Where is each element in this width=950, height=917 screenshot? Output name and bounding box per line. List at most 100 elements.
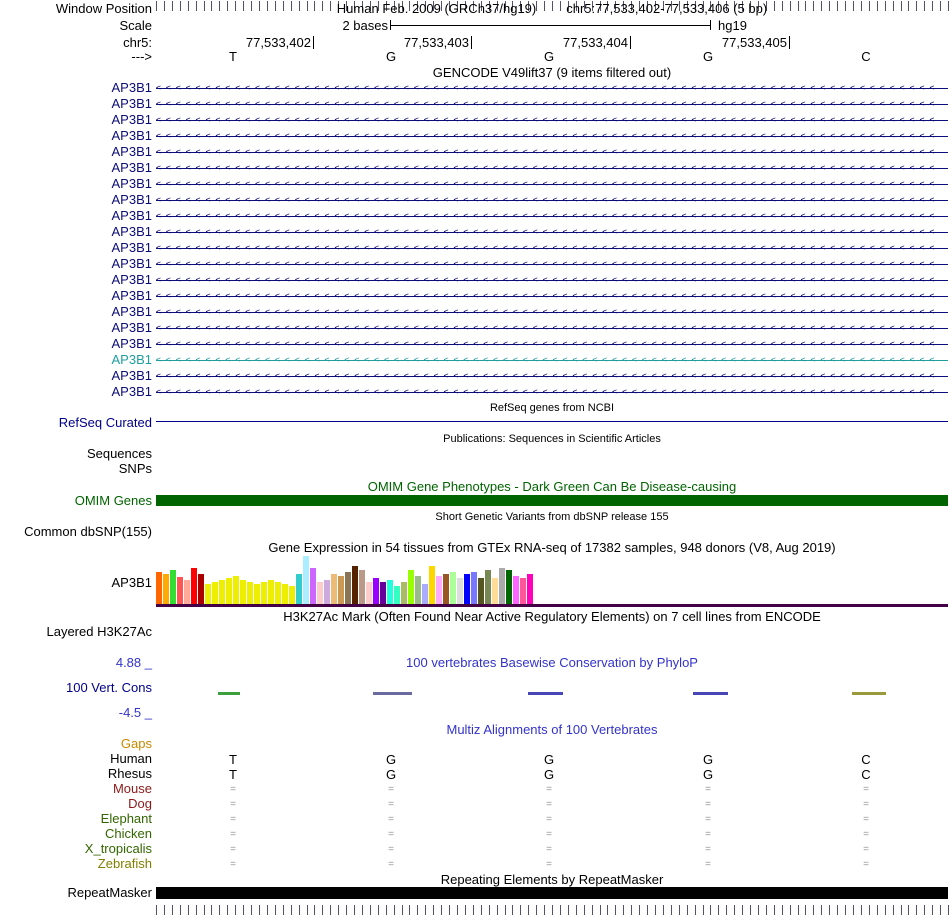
- gtex-tissue-bar[interactable]: [184, 580, 190, 604]
- gencode-gene-label[interactable]: AP3B1: [111, 144, 152, 159]
- h3k27ac-track-label[interactable]: Layered H3K27Ac: [46, 624, 152, 639]
- gencode-transcript[interactable]: <<<<<<<<<<<<<<<<<<<<<<<<<<<<<<<<<<<<<<<<…: [156, 194, 948, 205]
- gencode-gene-label[interactable]: AP3B1: [111, 192, 152, 207]
- gencode-transcript[interactable]: <<<<<<<<<<<<<<<<<<<<<<<<<<<<<<<<<<<<<<<<…: [156, 82, 948, 93]
- gtex-tissue-bar[interactable]: [240, 580, 246, 604]
- gtex-gene-label[interactable]: AP3B1: [111, 575, 152, 590]
- gencode-gene-label[interactable]: AP3B1: [111, 96, 152, 111]
- gencode-gene-label[interactable]: AP3B1: [111, 80, 152, 95]
- gtex-tissue-bar[interactable]: [310, 568, 316, 604]
- gtex-tissue-bar[interactable]: [289, 586, 295, 604]
- gtex-tissue-bar[interactable]: [226, 578, 232, 604]
- repeatmasker-track-label[interactable]: RepeatMasker: [67, 885, 152, 900]
- gtex-tissue-bar[interactable]: [191, 568, 197, 604]
- multiz-species-label[interactable]: X_tropicalis: [84, 841, 152, 856]
- gencode-gene-label[interactable]: AP3B1: [111, 176, 152, 191]
- gtex-tissue-bar[interactable]: [366, 582, 372, 604]
- gtex-tissue-bar[interactable]: [261, 582, 267, 604]
- dbsnp-track-label[interactable]: Common dbSNP(155): [24, 524, 152, 539]
- gencode-gene-label[interactable]: AP3B1: [111, 352, 152, 367]
- gtex-tissue-bar[interactable]: [254, 584, 260, 604]
- gencode-transcript[interactable]: <<<<<<<<<<<<<<<<<<<<<<<<<<<<<<<<<<<<<<<<…: [156, 226, 948, 237]
- gencode-transcript[interactable]: <<<<<<<<<<<<<<<<<<<<<<<<<<<<<<<<<<<<<<<<…: [156, 178, 948, 189]
- refseq-track-label[interactable]: RefSeq Curated: [58, 415, 152, 430]
- gtex-tissue-bar[interactable]: [422, 584, 428, 604]
- phylop-conservation-mark[interactable]: [693, 692, 728, 695]
- multiz-species-label[interactable]: Mouse: [112, 781, 152, 796]
- phylop-conservation-mark[interactable]: [218, 692, 240, 695]
- phylop-conservation-mark[interactable]: [852, 692, 886, 695]
- gencode-transcript[interactable]: <<<<<<<<<<<<<<<<<<<<<<<<<<<<<<<<<<<<<<<<…: [156, 306, 948, 317]
- gencode-gene-label[interactable]: AP3B1: [111, 160, 152, 175]
- gtex-tissue-bar[interactable]: [177, 577, 183, 604]
- gencode-transcript[interactable]: <<<<<<<<<<<<<<<<<<<<<<<<<<<<<<<<<<<<<<<<…: [156, 146, 948, 157]
- gtex-tissue-bar[interactable]: [219, 580, 225, 604]
- gtex-tissue-bar[interactable]: [212, 582, 218, 604]
- gtex-tissue-bar[interactable]: [233, 576, 239, 604]
- multiz-species-label[interactable]: Dog: [128, 796, 152, 811]
- gencode-transcript[interactable]: <<<<<<<<<<<<<<<<<<<<<<<<<<<<<<<<<<<<<<<<…: [156, 338, 948, 349]
- gencode-gene-label[interactable]: AP3B1: [111, 272, 152, 287]
- gtex-tissue-bar[interactable]: [359, 570, 365, 604]
- gencode-gene-label[interactable]: AP3B1: [111, 224, 152, 239]
- gtex-tissue-bar[interactable]: [331, 574, 337, 604]
- gtex-tissue-bar[interactable]: [268, 580, 274, 604]
- gtex-tissue-bar[interactable]: [499, 568, 505, 604]
- gtex-tissue-bar[interactable]: [485, 570, 491, 604]
- gtex-tissue-bar[interactable]: [317, 582, 323, 604]
- gencode-gene-label[interactable]: AP3B1: [111, 288, 152, 303]
- gtex-tissue-bar[interactable]: [492, 578, 498, 604]
- gencode-gene-label[interactable]: AP3B1: [111, 208, 152, 223]
- multiz-species-label[interactable]: Rhesus: [107, 766, 152, 781]
- gtex-tissue-bar[interactable]: [443, 574, 449, 604]
- gencode-gene-label[interactable]: AP3B1: [111, 304, 152, 319]
- multiz-species-label[interactable]: Human: [110, 751, 152, 766]
- gencode-gene-label[interactable]: AP3B1: [111, 256, 152, 271]
- gencode-gene-label[interactable]: AP3B1: [111, 336, 152, 351]
- multiz-species-label[interactable]: Chicken: [105, 826, 152, 841]
- omim-gene-bar[interactable]: [156, 495, 948, 506]
- gencode-transcript[interactable]: <<<<<<<<<<<<<<<<<<<<<<<<<<<<<<<<<<<<<<<<…: [156, 114, 948, 125]
- phylop-conservation-mark[interactable]: [373, 692, 412, 695]
- gtex-tissue-bar[interactable]: [464, 574, 470, 604]
- multiz-species-label[interactable]: Gaps: [120, 736, 152, 751]
- gencode-gene-label[interactable]: AP3B1: [111, 320, 152, 335]
- gencode-transcript[interactable]: <<<<<<<<<<<<<<<<<<<<<<<<<<<<<<<<<<<<<<<<…: [156, 210, 948, 221]
- gtex-tissue-bar[interactable]: [394, 586, 400, 604]
- snps-track-label[interactable]: SNPs: [118, 461, 152, 476]
- sequences-track-label[interactable]: Sequences: [86, 446, 152, 461]
- gtex-tissue-bar[interactable]: [373, 578, 379, 604]
- gencode-transcript[interactable]: <<<<<<<<<<<<<<<<<<<<<<<<<<<<<<<<<<<<<<<<…: [156, 290, 948, 301]
- gtex-tissue-bar[interactable]: [478, 578, 484, 604]
- gtex-tissue-bar[interactable]: [198, 574, 204, 604]
- gtex-tissue-bar[interactable]: [282, 584, 288, 604]
- gencode-transcript[interactable]: <<<<<<<<<<<<<<<<<<<<<<<<<<<<<<<<<<<<<<<<…: [156, 274, 948, 285]
- multiz-species-label[interactable]: Elephant: [100, 811, 152, 826]
- gtex-tissue-bar[interactable]: [471, 572, 477, 604]
- gencode-transcript[interactable]: <<<<<<<<<<<<<<<<<<<<<<<<<<<<<<<<<<<<<<<<…: [156, 98, 948, 109]
- gtex-tissue-bar[interactable]: [247, 582, 253, 604]
- phylop-conservation-mark[interactable]: [528, 692, 563, 695]
- gtex-tissue-bar[interactable]: [324, 580, 330, 604]
- gtex-tissue-bar[interactable]: [156, 572, 162, 604]
- gencode-gene-label[interactable]: AP3B1: [111, 240, 152, 255]
- gencode-transcript[interactable]: <<<<<<<<<<<<<<<<<<<<<<<<<<<<<<<<<<<<<<<<…: [156, 354, 948, 365]
- gtex-tissue-bar[interactable]: [380, 582, 386, 604]
- gencode-transcript[interactable]: <<<<<<<<<<<<<<<<<<<<<<<<<<<<<<<<<<<<<<<<…: [156, 322, 948, 333]
- gtex-tissue-bar[interactable]: [205, 584, 211, 604]
- gtex-tissue-bar[interactable]: [415, 576, 421, 604]
- gtex-barchart[interactable]: [156, 556, 542, 604]
- repeatmasker-bar[interactable]: [156, 887, 948, 899]
- gtex-tissue-bar[interactable]: [450, 572, 456, 604]
- gencode-transcript[interactable]: <<<<<<<<<<<<<<<<<<<<<<<<<<<<<<<<<<<<<<<<…: [156, 386, 948, 397]
- gencode-transcript[interactable]: <<<<<<<<<<<<<<<<<<<<<<<<<<<<<<<<<<<<<<<<…: [156, 130, 948, 141]
- gencode-gene-label[interactable]: AP3B1: [111, 368, 152, 383]
- gtex-tissue-bar[interactable]: [170, 570, 176, 604]
- gtex-tissue-bar[interactable]: [345, 572, 351, 604]
- gtex-tissue-bar[interactable]: [429, 566, 435, 604]
- base-position-ruler-bottom[interactable]: [156, 905, 949, 915]
- gencode-gene-label[interactable]: AP3B1: [111, 384, 152, 399]
- gtex-tissue-bar[interactable]: [275, 582, 281, 604]
- gtex-tissue-bar[interactable]: [436, 576, 442, 604]
- gtex-tissue-bar[interactable]: [401, 582, 407, 604]
